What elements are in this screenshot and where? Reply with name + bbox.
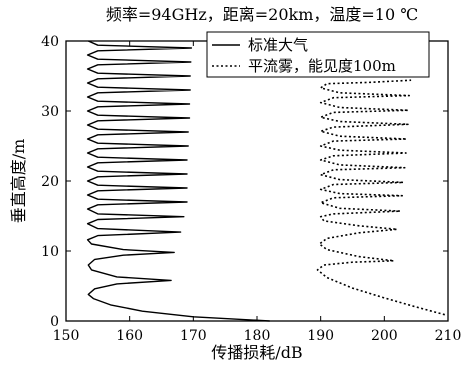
series-layer: [86, 40, 446, 322]
legend-label-advection-fog: 平流雾，能见度100m: [248, 57, 396, 75]
legend: 标准大气 平流雾，能见度100m: [206, 31, 430, 78]
x-tick-label: 190: [307, 328, 334, 344]
x-tick-label: 170: [180, 328, 207, 344]
series-standard-atmosphere-line: [86, 40, 270, 322]
x-tick-label: 210: [435, 328, 462, 344]
axis-ticks: [65, 40, 449, 322]
y-tick-label: 0: [50, 314, 59, 330]
y-tick-label: 30: [41, 104, 59, 120]
legend-label-standard-atmosphere: 标准大气: [248, 36, 308, 54]
series-advection-fog-line: [316, 79, 446, 316]
tick-labels: 150 160 170 180 190 200 210 0 10 20 30 40: [41, 34, 461, 344]
x-axis-label: 传播损耗/dB: [211, 343, 302, 362]
plot-frame: [65, 40, 449, 322]
y-tick-label: 40: [41, 34, 59, 50]
y-axis-label: 垂直高度/m: [9, 139, 28, 224]
legend-box: [206, 31, 430, 78]
chart-title: 频率=94GHz，距离=20km，温度=10 ℃: [106, 5, 418, 24]
x-tick-label: 150: [53, 328, 80, 344]
x-tick-label: 160: [116, 328, 143, 344]
y-tick-label: 10: [41, 244, 59, 260]
y-tick-label: 20: [41, 174, 59, 190]
x-tick-label: 180: [244, 328, 271, 344]
x-tick-label: 200: [371, 328, 398, 344]
